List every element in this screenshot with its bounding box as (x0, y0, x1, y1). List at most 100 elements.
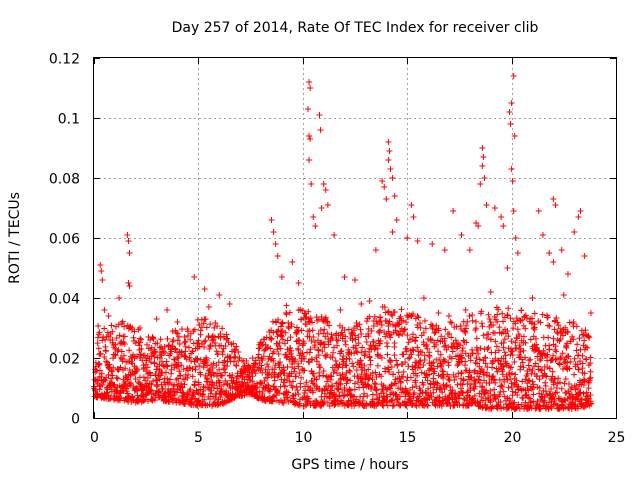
data-point (217, 331, 224, 338)
data-point (505, 305, 512, 312)
data-point (413, 383, 420, 390)
data-point (352, 277, 358, 283)
data-point (276, 390, 283, 397)
data-point (385, 309, 392, 316)
data-point (280, 379, 287, 386)
data-point (475, 223, 482, 229)
data-point (535, 363, 542, 370)
data-point (297, 396, 304, 403)
data-point (503, 373, 510, 380)
data-point (200, 364, 207, 371)
data-point (317, 327, 324, 334)
data-points (91, 73, 595, 412)
data-point (473, 355, 480, 362)
data-point (389, 312, 396, 319)
data-point (219, 325, 226, 332)
data-point (557, 336, 564, 343)
data-point (492, 379, 499, 386)
data-point (459, 381, 466, 388)
data-point (96, 386, 103, 393)
data-point (437, 351, 444, 358)
data-point (337, 381, 344, 388)
data-point (379, 178, 386, 184)
data-point (319, 348, 326, 355)
data-point (212, 320, 219, 327)
data-point (288, 347, 295, 354)
data-point (363, 338, 370, 345)
data-point (268, 335, 275, 342)
data-point (270, 357, 277, 364)
data-point (156, 389, 163, 396)
data-point (116, 332, 123, 339)
data-point (206, 368, 213, 375)
data-point (93, 391, 100, 398)
data-point (195, 381, 202, 388)
data-point (472, 318, 479, 325)
data-point (308, 181, 315, 187)
data-point (99, 381, 106, 388)
data-point (255, 354, 262, 361)
data-point (333, 370, 340, 377)
data-point (134, 386, 141, 393)
data-point (484, 369, 491, 376)
data-point (495, 347, 502, 354)
data-point (149, 334, 156, 340)
data-point (410, 393, 417, 400)
data-point (508, 364, 515, 371)
data-point (211, 334, 218, 341)
data-point (458, 370, 465, 377)
data-point (325, 383, 332, 390)
data-point (564, 271, 571, 277)
data-point (268, 373, 275, 380)
data-point (531, 326, 538, 333)
data-point (575, 366, 582, 373)
data-point (459, 390, 466, 397)
data-point (224, 335, 231, 342)
data-point (261, 385, 268, 392)
data-point (471, 392, 478, 399)
data-point (327, 376, 334, 383)
data-point (307, 136, 314, 142)
data-point (125, 280, 132, 286)
data-point (346, 367, 353, 374)
data-point (329, 354, 336, 361)
data-point (396, 393, 403, 400)
data-point (412, 338, 419, 345)
data-point (534, 353, 541, 360)
data-point (526, 377, 533, 384)
data-point (95, 322, 102, 329)
data-point (485, 344, 492, 351)
data-point (285, 389, 292, 396)
data-point (434, 380, 441, 387)
data-point (479, 145, 486, 151)
data-point (336, 392, 343, 399)
data-point (534, 344, 541, 351)
data-point (550, 393, 557, 400)
data-point (190, 391, 197, 398)
data-point (229, 384, 236, 391)
data-point (144, 341, 151, 348)
data-point (404, 390, 411, 397)
data-point (358, 330, 365, 337)
data-point (124, 232, 131, 238)
data-point (252, 370, 259, 377)
data-point (335, 386, 342, 393)
data-point (295, 391, 302, 398)
data-point (137, 335, 144, 342)
data-point (439, 389, 446, 396)
data-point (553, 348, 560, 355)
y-tick-label: 0.1 (58, 112, 80, 128)
data-point (522, 312, 529, 319)
data-point (454, 343, 461, 350)
data-point (172, 345, 179, 352)
data-point (500, 388, 507, 395)
data-point (235, 348, 242, 355)
data-point (350, 363, 357, 370)
data-point (164, 375, 171, 382)
data-point (512, 320, 519, 327)
data-point (150, 349, 157, 356)
data-point (435, 310, 442, 316)
data-point (546, 365, 553, 372)
data-point (271, 377, 278, 384)
data-point (216, 379, 223, 386)
